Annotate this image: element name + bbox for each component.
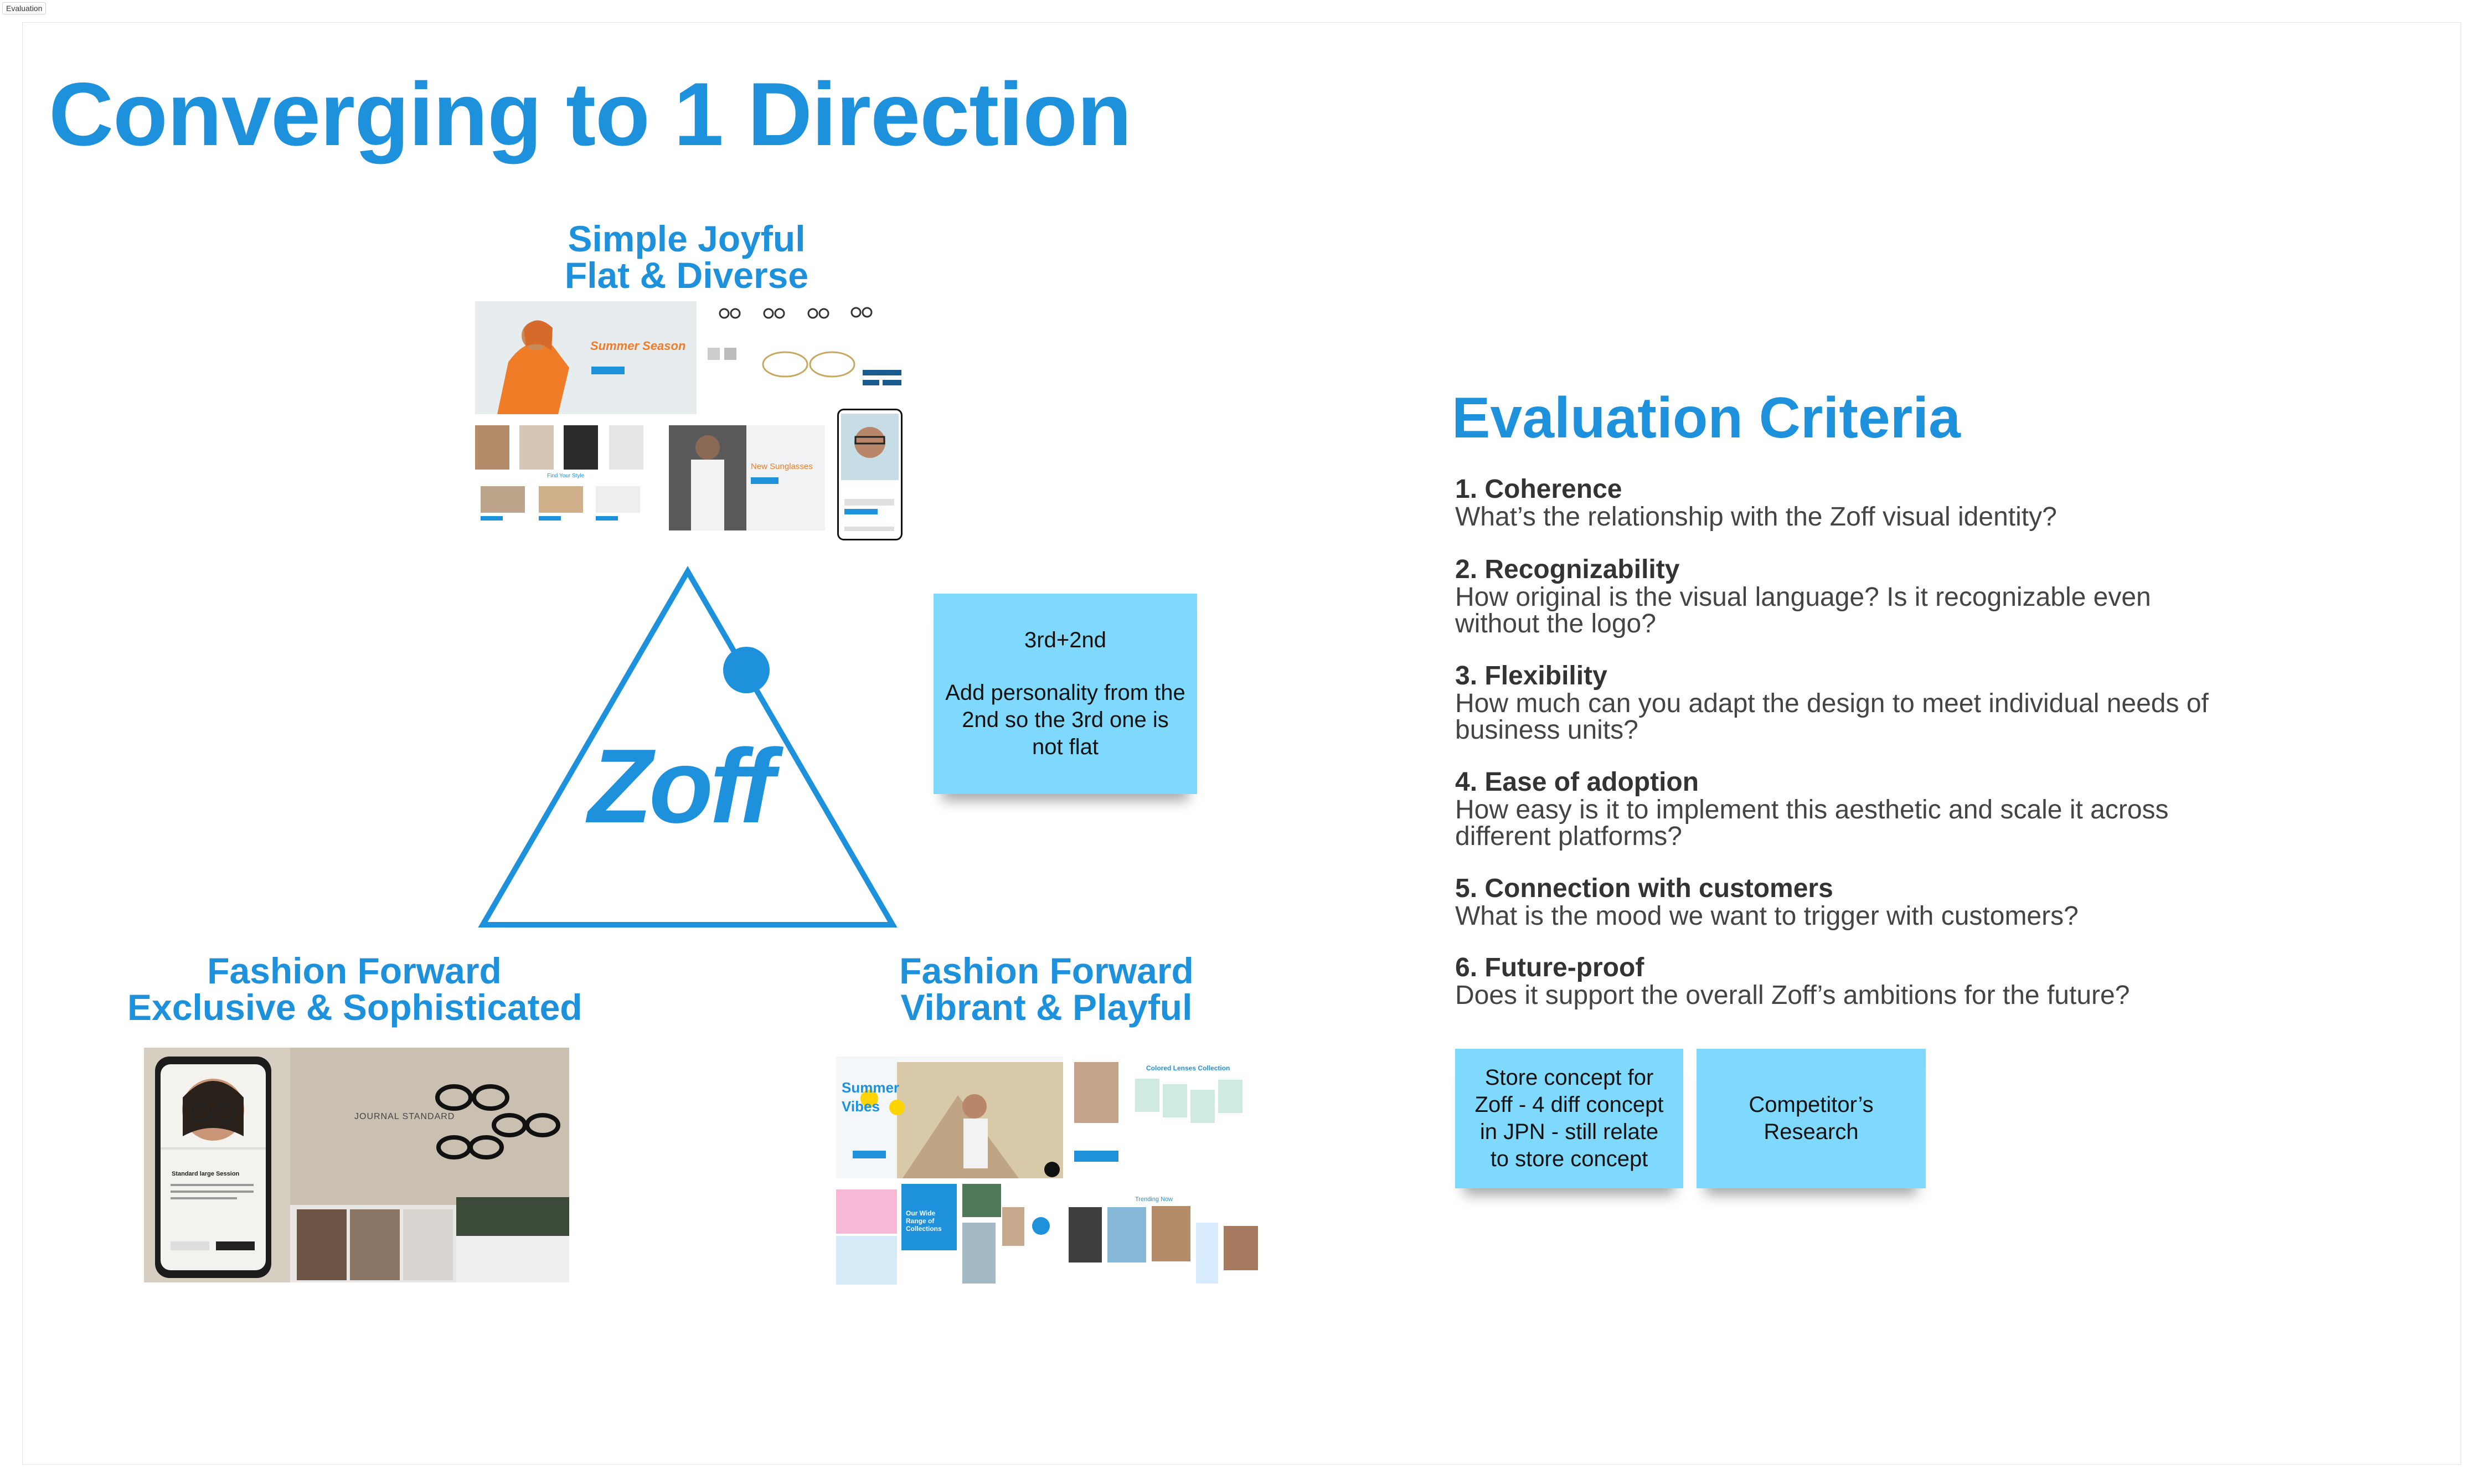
direction-top-label: Simple Joyful Flat & Diverse (554, 220, 819, 293)
criterion-description: How original is the visual language? Is … (1455, 583, 2151, 638)
criterion-description: How much can you adapt the design to mee… (1455, 689, 2209, 745)
frame-label[interactable]: Evaluation (2, 2, 47, 14)
hero-banner-image: Summer Season (475, 301, 697, 414)
criterion-description: What’s the relationship with the Zoff vi… (1455, 502, 2057, 532)
sunglasses-card: New Sunglasses (669, 425, 825, 530)
criterion-heading: 3. Flexibility (1455, 661, 1607, 691)
criterion-heading: 2. Recognizability (1455, 555, 1680, 584)
current-position-marker[interactable] (723, 647, 770, 693)
criterion-heading: 6. Future-proof (1455, 953, 1644, 982)
direction-top-line1: Simple Joyful (568, 218, 806, 259)
criterion-heading: 5. Connection with customers (1455, 874, 1833, 903)
direction-left-line1: Fashion Forward (207, 950, 502, 991)
phone-heading-text: Standard large Session (172, 1171, 240, 1177)
sticky-direction-body: Add personality from the 2nd so the 3rd … (945, 681, 1185, 759)
criterion-description: How easy is it to implement this aesthet… (1455, 795, 2169, 851)
sticky-note-competitor[interactable]: Competitor’s Research (1697, 1049, 1926, 1188)
direction-right-mockups[interactable]: Summer Vibes Our Wide Range of Collectio… (836, 1045, 1258, 1285)
direction-top-mockups[interactable]: Summer Season (475, 299, 903, 543)
summer-vibes-text: Summer Vibes (842, 1079, 900, 1115)
direction-top-line2: Flat & Diverse (564, 255, 809, 296)
criterion-1: 1. Coherence What’s the relationship wit… (1455, 476, 2219, 530)
sticky-direction-title: 3rd+2nd (1024, 628, 1106, 653)
direction-left-label: Fashion Forward Exclusive & Sophisticate… (127, 950, 582, 1028)
criterion-heading: 1. Coherence (1455, 475, 1622, 504)
criterion-4: 4. Ease of adoption How easy is it to im… (1455, 769, 2219, 850)
hero-banner-text: Summer Season (590, 339, 686, 353)
sticky-note-store-concept[interactable]: Store concept for Zoff - 4 diff concept … (1455, 1049, 1683, 1188)
direction-left-line2: Exclusive & Sophisticated (127, 987, 582, 1028)
criterion-heading: 4. Ease of adoption (1455, 767, 1699, 797)
trending-text: Trending Now (1135, 1196, 1173, 1203)
product-strip (702, 303, 901, 414)
criteria-title: Evaluation Criteria (1452, 386, 1961, 450)
direction-right-line1: Fashion Forward (899, 950, 1194, 991)
sticky-note-direction[interactable]: 3rd+2nd Add personality from the 2nd so … (934, 594, 1197, 794)
style-grid: Find Your Style (475, 422, 652, 527)
sunglasses-text: New Sunglasses (751, 462, 813, 471)
criterion-description: Does it support the overall Zoff’s ambit… (1455, 981, 2130, 1010)
brand-journal-text: JOURNAL STANDARD (354, 1112, 455, 1121)
criterion-5: 5. Connection with customers What is the… (1455, 875, 2219, 930)
direction-left-mockups[interactable]: JOURNAL STANDARD Standard large Session (144, 1048, 569, 1282)
zoff-logo: Zoff (588, 728, 775, 845)
direction-triangle (478, 566, 898, 928)
collections-text: Our Wide Range of Collections (906, 1209, 942, 1233)
colored-lenses-text: Colored Lenses Collection (1146, 1064, 1230, 1072)
direction-right-label: Fashion Forward Vibrant & Playful (831, 952, 1262, 1026)
criterion-3: 3. Flexibility How much can you adapt th… (1455, 663, 2219, 744)
criterion-2: 2. Recognizability How original is the v… (1455, 556, 2219, 637)
find-style-text: Find Your Style (547, 473, 585, 479)
hero-cta-button[interactable] (591, 367, 625, 374)
sticky-competitor-text: Competitor’s Research (1749, 1093, 1874, 1144)
direction-right-line2: Vibrant & Playful (900, 987, 1193, 1028)
page-title: Converging to 1 Direction (49, 64, 1132, 164)
sticky-store-text: Store concept for Zoff - 4 diff concept … (1474, 1065, 1664, 1171)
phone-mockup (837, 409, 903, 540)
criterion-6: 6. Future-proof Does it support the over… (1455, 955, 2219, 1009)
criterion-description: What is the mood we want to trigger with… (1455, 901, 2079, 931)
